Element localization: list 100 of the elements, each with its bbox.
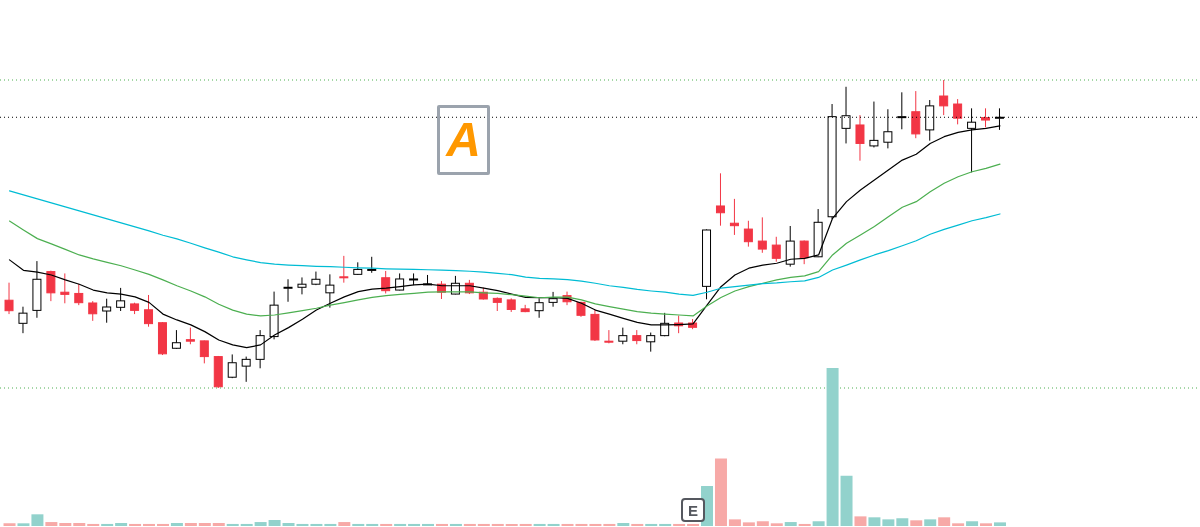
candlestick — [339, 255, 349, 284]
bar — [59, 523, 72, 526]
bar — [184, 523, 197, 526]
bar — [101, 523, 114, 526]
bar — [854, 516, 867, 526]
candlestick — [548, 291, 558, 308]
bar — [617, 523, 630, 526]
candlestick — [381, 270, 391, 294]
bar — [87, 523, 100, 526]
candlestick — [18, 306, 28, 334]
candlestick — [939, 80, 949, 116]
bar — [756, 521, 769, 526]
bar — [882, 519, 895, 526]
candlestick — [743, 220, 753, 248]
candlestick — [297, 276, 307, 295]
bar — [254, 522, 267, 526]
bar — [631, 523, 644, 526]
bar — [826, 368, 839, 526]
bar — [212, 523, 225, 526]
bar — [993, 522, 1006, 526]
bar — [73, 523, 86, 526]
bar — [324, 523, 337, 526]
bar — [226, 523, 239, 526]
candlestick — [771, 236, 781, 263]
bar — [491, 523, 504, 526]
bar — [714, 458, 727, 526]
bar — [310, 523, 323, 526]
candlestick — [729, 198, 739, 236]
bar — [742, 522, 755, 526]
candlestick — [60, 272, 70, 304]
candlestick — [534, 297, 544, 319]
candlestick — [46, 270, 56, 302]
bar — [770, 523, 783, 526]
bar — [449, 523, 462, 526]
candlestick — [604, 329, 614, 344]
bar — [3, 523, 16, 526]
candlestick — [953, 98, 963, 125]
bar — [394, 523, 407, 526]
bar — [463, 523, 476, 526]
bar — [352, 523, 365, 526]
bar — [408, 523, 421, 526]
bar — [547, 523, 560, 526]
label-frame: E — [681, 498, 705, 522]
candlestick — [981, 107, 991, 128]
candlestick — [241, 356, 251, 383]
bar — [143, 523, 156, 526]
bar — [966, 521, 979, 526]
candlestick — [785, 225, 795, 268]
candlestick — [799, 239, 809, 265]
candlestick — [102, 298, 112, 324]
candlestick — [199, 340, 209, 364]
bar — [924, 519, 937, 526]
candlestick — [715, 172, 725, 227]
candlestick — [325, 273, 335, 309]
bar — [366, 523, 379, 526]
bar — [645, 523, 658, 526]
candlestick — [757, 216, 767, 254]
bar — [533, 523, 546, 526]
bar — [115, 523, 128, 526]
bar — [952, 523, 965, 526]
bar — [980, 523, 993, 526]
bar — [868, 517, 881, 526]
candlestick — [88, 300, 98, 322]
bar — [435, 523, 448, 526]
bar — [784, 522, 797, 526]
bar — [519, 523, 532, 526]
candlestick — [646, 332, 656, 353]
bar — [477, 523, 490, 526]
candlestick — [144, 294, 154, 328]
bar — [938, 517, 951, 526]
bar — [170, 523, 183, 526]
candlestick — [911, 90, 921, 139]
label-frame: A — [437, 105, 490, 175]
candlestick — [283, 278, 293, 303]
bar — [338, 522, 351, 526]
bar — [910, 520, 923, 526]
bar — [156, 523, 169, 526]
bar — [129, 523, 142, 526]
bar — [812, 521, 825, 526]
bar — [240, 523, 253, 526]
annotation: E — [687, 501, 698, 519]
bar — [603, 523, 616, 526]
candlestick — [4, 282, 14, 315]
candlestick — [171, 329, 181, 350]
annotation: A — [446, 113, 481, 166]
candlestick — [116, 287, 126, 312]
bar — [505, 523, 518, 526]
bar — [198, 523, 211, 526]
bar — [45, 522, 58, 526]
candlestick — [855, 114, 865, 162]
bar — [798, 523, 811, 526]
bar — [31, 514, 44, 526]
bar — [589, 523, 602, 526]
bar — [687, 523, 700, 526]
bar — [840, 475, 853, 526]
bar — [659, 523, 672, 526]
bar — [380, 523, 393, 526]
bar — [422, 523, 435, 526]
bar — [268, 520, 281, 526]
candlestick — [74, 283, 84, 306]
